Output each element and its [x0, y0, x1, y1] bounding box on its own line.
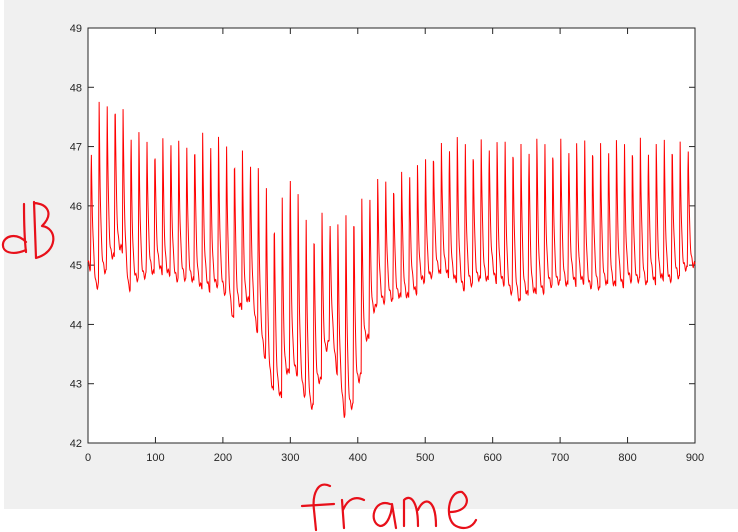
y-tick-label: 46	[70, 201, 82, 213]
x-tick-label: 700	[551, 452, 569, 464]
y-tick-label: 48	[70, 82, 82, 94]
y-tick-label: 42	[70, 438, 82, 450]
x-tick-label: 600	[483, 452, 501, 464]
x-tick-label: 300	[281, 452, 299, 464]
y-axis-ticks: 42 43 44 45 46 47 48 49	[70, 23, 695, 450]
y-tick-label: 43	[70, 379, 82, 391]
x-tick-label: 500	[416, 452, 434, 464]
y-tick-label: 45	[70, 260, 82, 272]
y-axis-label	[1, 200, 55, 260]
y-tick-label: 49	[70, 23, 82, 35]
x-tick-label: 400	[349, 452, 367, 464]
y-tick-label: 47	[70, 142, 82, 154]
y-tick-label: 44	[70, 319, 82, 331]
x-tick-label: 800	[618, 452, 636, 464]
x-tick-label: 900	[686, 452, 704, 464]
series-line	[87, 101, 696, 418]
x-axis-ticks: 0 100 200 300 400 500 600 700 800 900	[85, 28, 704, 464]
x-tick-label: 0	[85, 452, 91, 464]
x-tick-label: 100	[146, 452, 164, 464]
x-tick-label: 200	[214, 452, 232, 464]
x-axis-label	[300, 483, 478, 532]
axes-area	[87, 27, 696, 444]
